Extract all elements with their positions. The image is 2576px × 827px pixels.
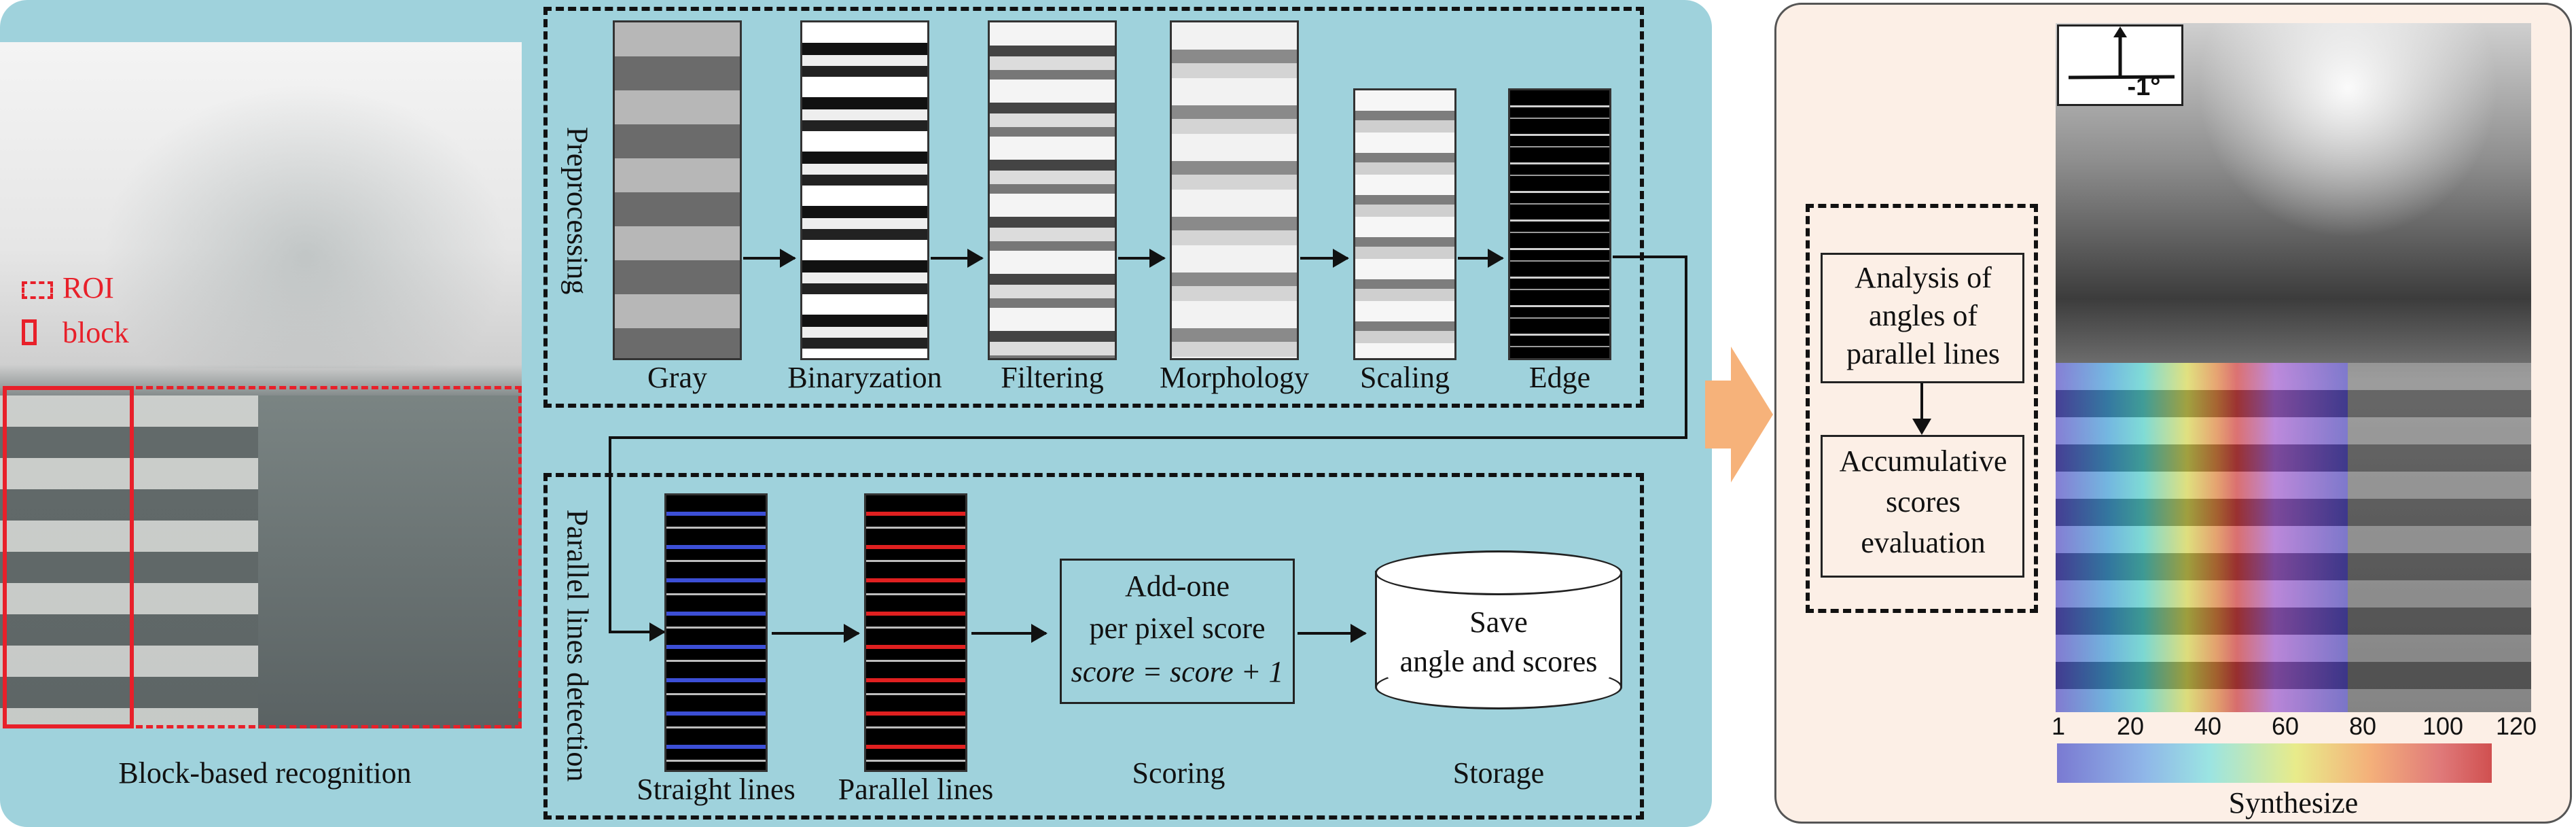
connector-down-2: [609, 436, 611, 633]
arrow-into-straight-lines: [609, 622, 666, 641]
roi-legend-swatch: [22, 281, 53, 299]
right-caption: Synthesize: [2228, 786, 2359, 820]
colorbar-tick-80: 80: [2349, 712, 2377, 740]
accumulative-line2: scores: [1886, 485, 1961, 518]
left-caption: Block-based recognition: [118, 756, 412, 790]
step-label-scaling: Scaling: [1360, 361, 1450, 394]
connector-edge-right: [1613, 256, 1686, 258]
analysis-box: [1806, 204, 2038, 613]
morphology-image: [1170, 20, 1299, 360]
preprocessing-title: Preprocessing: [560, 126, 594, 295]
binaryzation-image: [800, 20, 929, 360]
angle-arrow-icon: [2068, 27, 2175, 80]
arrow-scaling-to-edge: [1458, 249, 1504, 268]
storage-line2: angle and scores: [1399, 645, 1598, 678]
step-label-straight-lines: Straight lines: [637, 773, 795, 806]
analysis-line3: parallel lines: [1846, 337, 2000, 370]
parallel-title: Parallel lines detection: [560, 509, 594, 782]
heatmap-overlay: [2056, 363, 2348, 712]
arrow-parallel-to-scoring: [971, 624, 1048, 643]
analysis-angles-box: Analysis of angles of parallel lines: [1821, 253, 2024, 383]
step-label-storage: Storage: [1452, 756, 1545, 790]
parallel-lines-image: [864, 493, 967, 772]
parallel-lines-box: [543, 473, 1644, 820]
step-label-edge: Edge: [1528, 361, 1591, 394]
edge-image: [1508, 88, 1611, 360]
street-photo: [0, 42, 522, 728]
scoring-formula: score = score + 1: [1071, 655, 1284, 688]
sun-glow: [2192, 23, 2504, 281]
arrow-analysis-to-evaluation: [1920, 383, 1923, 421]
scoring-line1: Add-one: [1125, 569, 1230, 603]
block-legend-swatch: [22, 319, 37, 345]
step-label-parallel-lines: Parallel lines: [838, 773, 994, 806]
colorbar-tick-1: 1: [2052, 712, 2066, 740]
colorbar: [2057, 743, 2492, 783]
scoring-box: Add-one per pixel score score = score + …: [1060, 559, 1295, 704]
colorbar-tick-20: 20: [2117, 712, 2145, 740]
synthesized-photo: [2056, 23, 2531, 712]
block-legend-label: block: [62, 316, 129, 349]
accumulative-scores-box: Accumulative scores evaluation: [1821, 435, 2024, 578]
cylinder-bottom: [1375, 665, 1622, 709]
big-arrow-icon: [1705, 347, 1773, 482]
arrow-filtering-to-morphology: [1118, 249, 1166, 268]
arrow-gray-to-binaryzation: [743, 249, 796, 268]
colorbar-tick-40: 40: [2194, 712, 2222, 740]
roi-legend-label: ROI: [62, 271, 114, 304]
step-label-scoring: Scoring: [1132, 756, 1226, 790]
straight-lines-image: [664, 493, 768, 772]
crosswalk-right: [2348, 363, 2531, 712]
analysis-line2: angles of: [1868, 299, 1978, 332]
trees-silhouette: [102, 83, 509, 368]
colorbar-tick-100: 100: [2422, 712, 2464, 740]
accumulative-line1: Accumulative: [1839, 444, 2007, 478]
analysis-line1: Analysis of: [1855, 261, 1992, 294]
step-label-morphology: Morphology: [1160, 361, 1309, 394]
step-label-binaryzation: Binaryzation: [787, 361, 942, 394]
angle-value: -1°: [2127, 73, 2161, 101]
colorbar-tick-60: 60: [2272, 712, 2300, 740]
filtering-image: [988, 20, 1117, 360]
crosswalk-stripes: [0, 395, 272, 728]
storage-line1: Save: [1469, 605, 1528, 639]
heatmap-stripes: [2056, 363, 2348, 712]
scoring-line2: per pixel score: [1089, 612, 1266, 645]
preprocessing-box: [543, 7, 1644, 408]
angle-indicator: -1°: [2057, 24, 2183, 106]
colorbar-tick-120: 120: [2496, 712, 2537, 740]
road-right: [258, 395, 522, 728]
arrow-binaryzation-to-filtering: [931, 249, 984, 268]
storage-cylinder: Save angle and scores: [1375, 550, 1622, 709]
connector-down: [1685, 256, 1687, 438]
arrow-scoring-to-storage: [1298, 624, 1367, 643]
arrow-straight-to-parallel: [772, 624, 860, 643]
gray-image: [613, 20, 742, 360]
arrow-morphology-to-scaling: [1300, 249, 1349, 268]
cylinder-top: [1375, 550, 1622, 595]
connector-left: [609, 436, 1687, 439]
block-region: [3, 386, 134, 728]
step-label-filtering: Filtering: [1001, 361, 1104, 394]
colorbar-ticks: 1 20 40 60 80 100 120: [2052, 712, 2554, 746]
scaling-image: [1353, 88, 1456, 360]
arrow-analysis-to-evaluation-head: [1912, 419, 1931, 435]
step-label-gray: Gray: [647, 361, 707, 394]
accumulative-line3: evaluation: [1861, 526, 1986, 559]
